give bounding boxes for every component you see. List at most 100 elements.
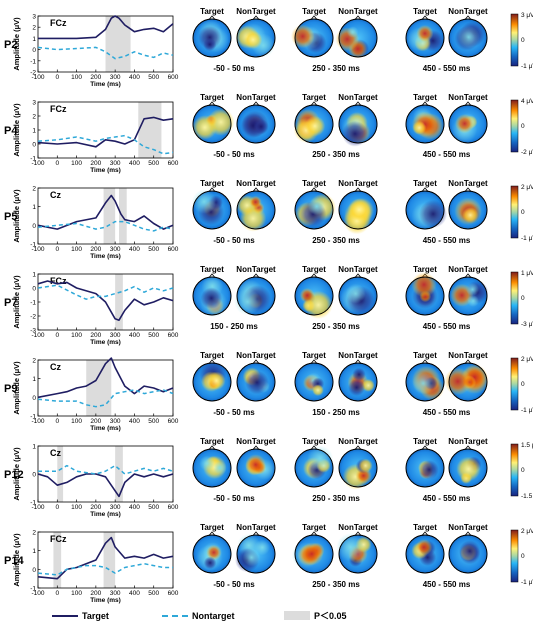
head-outline: [294, 362, 334, 402]
head-outline: [192, 104, 232, 144]
head-outline: [448, 276, 488, 316]
x-tick-label: -100: [31, 74, 44, 81]
topo-blob: [203, 37, 217, 52]
colorbar: [510, 99, 519, 153]
y-tick-label: 0: [32, 567, 36, 574]
map-condition-label: Target: [200, 523, 224, 532]
electrode-label: FCz: [50, 104, 67, 114]
head-nose: [208, 15, 216, 20]
head-nose: [310, 273, 318, 278]
electrode-label: FCz: [50, 534, 67, 544]
head-outline: [338, 104, 378, 144]
y-tick-label: 1: [32, 272, 36, 279]
topo-blob: [411, 272, 437, 298]
x-tick-label: 600: [168, 246, 179, 253]
map-condition-label: NonTarget: [338, 179, 378, 188]
x-tick-label: 300: [110, 246, 121, 253]
x-tick-label: -100: [31, 246, 44, 253]
head-outline: [405, 190, 445, 230]
head-nose: [421, 101, 429, 106]
map-condition-label: Target: [413, 437, 437, 446]
y-tick-label: 0: [32, 286, 36, 293]
colorbar-bottom-label: -1 μV: [521, 579, 533, 586]
y-tick-label: -1: [30, 156, 36, 163]
map-condition-label: NonTarget: [448, 523, 488, 532]
x-tick-label: 0: [55, 160, 59, 167]
series-line-target: [37, 473, 174, 498]
x-tick-label: 500: [148, 504, 159, 511]
map-condition-label: NonTarget: [338, 93, 378, 102]
x-tick-label: 100: [71, 504, 82, 511]
head-outline: [236, 448, 276, 488]
head-nose: [252, 15, 260, 20]
head-outline: [448, 448, 488, 488]
map-condition-label: Target: [302, 351, 326, 360]
x-tick-label: 400: [129, 590, 140, 597]
y-tick-label: 0: [32, 472, 36, 479]
head-nose: [354, 15, 362, 20]
head-outline: [338, 448, 378, 488]
map-condition-label: NonTarget: [236, 7, 276, 16]
map-condition-label: Target: [200, 265, 224, 274]
colorbar: [510, 357, 519, 411]
head-nose: [354, 101, 362, 106]
head-outline: [294, 276, 334, 316]
y-tick-label: 3: [32, 14, 36, 21]
map-condition-label: Target: [302, 93, 326, 102]
map-condition-label: NonTarget: [338, 523, 378, 532]
head-nose: [252, 101, 260, 106]
topo-blob: [207, 371, 226, 391]
topo-blob: [361, 378, 375, 392]
y-axis-label: Amplitude (μV): [12, 533, 21, 587]
colorbar-top-label: 2 μV: [521, 528, 533, 535]
head-outline: [405, 362, 445, 402]
significance-window: [103, 188, 116, 244]
head-nose: [208, 531, 216, 536]
x-tick-label: -100: [31, 590, 44, 597]
topo-blob: [234, 288, 261, 316]
colorbar-mid-label: 0: [521, 553, 525, 560]
head-outline: [405, 534, 445, 574]
series-line-nontarget: [37, 134, 174, 155]
x-axis-label: Time (ms): [90, 167, 121, 174]
series-line-target: [37, 280, 174, 321]
head-outline: [192, 534, 232, 574]
topo-blob: [192, 189, 217, 214]
x-tick-label: 600: [168, 590, 179, 597]
x-tick-label: 400: [129, 246, 140, 253]
time-window-label: -50 - 50 ms: [213, 408, 255, 417]
topo-blob: [253, 118, 269, 135]
colorbar: [510, 185, 519, 239]
time-window-label: 450 - 550 ms: [423, 64, 471, 73]
y-tick-label: -1: [30, 242, 36, 249]
topo-blob: [304, 115, 326, 137]
topo-blob: [456, 456, 481, 482]
x-tick-label: 300: [110, 590, 121, 597]
significance-window: [105, 16, 131, 72]
y-tick-label: 2: [32, 114, 36, 121]
head-nose: [252, 273, 260, 278]
x-axis-label: Time (ms): [90, 81, 121, 88]
colorbar: [510, 271, 519, 325]
y-tick-label: 0: [32, 47, 36, 54]
head-nose: [464, 273, 472, 278]
topo-blob: [347, 198, 371, 222]
head-nose: [464, 187, 472, 192]
map-condition-label: Target: [302, 523, 326, 532]
electrode-label: FCz: [50, 18, 67, 28]
head-nose: [464, 445, 472, 450]
topo-blob: [412, 120, 427, 135]
head-nose: [310, 359, 318, 364]
panel-label: P4: [4, 125, 18, 137]
map-condition-label: Target: [302, 179, 326, 188]
topo-blob: [336, 533, 365, 562]
topo-blob: [444, 367, 472, 396]
colorbar-mid-label: 0: [521, 467, 525, 474]
topo-blob: [299, 288, 315, 303]
head-outline: [294, 190, 334, 230]
y-tick-label: 0: [32, 223, 36, 230]
